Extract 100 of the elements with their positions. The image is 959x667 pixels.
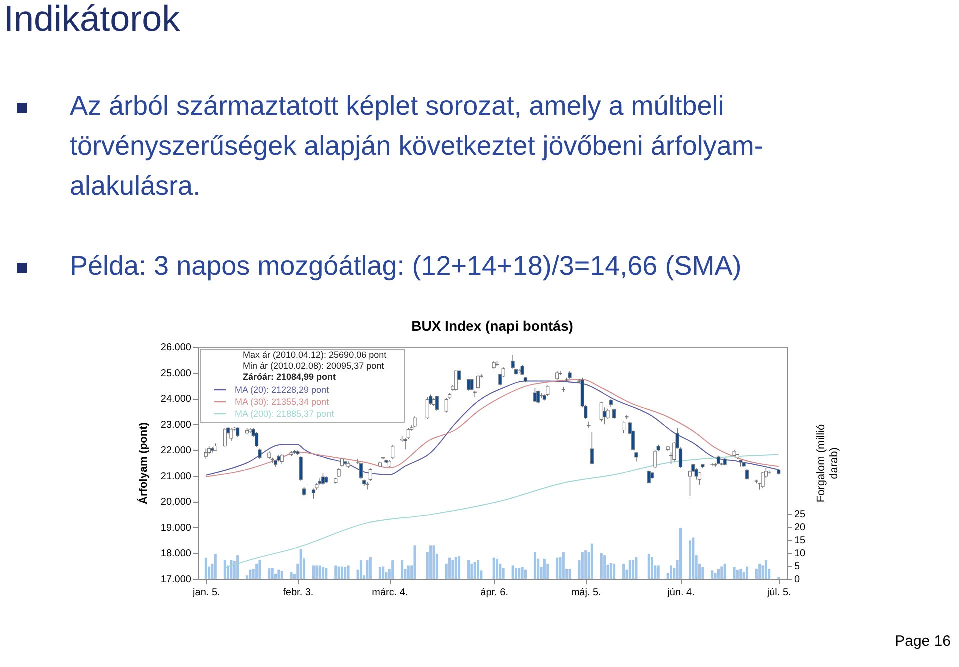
bar (651, 557, 654, 579)
bar (236, 556, 240, 579)
bar (214, 554, 217, 579)
bar (338, 566, 340, 579)
candlestick (634, 452, 638, 462)
candlestick (612, 408, 616, 420)
x-tick-label: márc. 4. (372, 588, 408, 598)
bar (581, 552, 584, 579)
y-axis-title: Árfolyam (pont) (136, 422, 150, 504)
bar (322, 567, 324, 579)
bar (764, 560, 768, 579)
x-tick-label: ápr. 6. (480, 588, 508, 598)
candlestick (520, 364, 524, 376)
candlestick (340, 457, 344, 468)
y2-axis-title: Forgalom (millió darab) (816, 424, 841, 503)
y-tick-label: 21.000 (160, 471, 192, 482)
bar (714, 573, 717, 579)
bar (733, 567, 736, 579)
bar (632, 560, 635, 579)
bar (604, 556, 606, 579)
candlestick (406, 428, 410, 440)
chart-title: Indikátorok (4, 0, 180, 40)
bar (318, 566, 322, 579)
bar (496, 558, 498, 579)
candlestick (254, 432, 259, 448)
candlestick (470, 378, 474, 391)
candlestick (473, 390, 477, 398)
y2-tick-label: 0 (794, 574, 800, 586)
y-tick-label: 17.000 (160, 574, 192, 586)
legend-label: MA (20): 21228,29 pont (235, 385, 330, 395)
bar (224, 560, 226, 579)
line-series (224, 454, 780, 569)
bar (622, 564, 626, 579)
y-tick-label: 24.000 (160, 394, 192, 406)
bar (562, 552, 565, 579)
x-tick-label: máj. 5. (571, 588, 602, 598)
bar (680, 528, 682, 579)
text: Példa: 3 napos mozgóátlag: (12+14+18)/3=14,66 (SMA) (70, 250, 743, 283)
y-tick-label: 18.000 (160, 548, 192, 560)
bar (711, 570, 714, 579)
bar (230, 560, 233, 579)
candlestick (587, 421, 591, 429)
bar (468, 560, 470, 579)
bar (635, 557, 638, 579)
bar (454, 557, 458, 579)
bar (610, 563, 612, 579)
y-tick-label: 26.000 (160, 342, 192, 354)
bar (717, 569, 720, 579)
candlestick (536, 390, 540, 404)
bar (502, 568, 505, 579)
text: Page 16 (895, 633, 951, 650)
bar (268, 568, 271, 579)
x-tick-label: jan. 5. (192, 588, 220, 598)
candlestick (426, 396, 430, 420)
candlestick (280, 454, 284, 465)
candlestick (366, 482, 370, 490)
candlestick (600, 402, 604, 422)
bar (401, 560, 404, 579)
candlestick (698, 472, 702, 486)
annotation: Min ár (2010.02.08): 20095,37 pont (243, 361, 385, 371)
bar (452, 560, 454, 579)
candlestick (337, 468, 341, 478)
bar (670, 566, 673, 579)
candlestick (413, 416, 417, 428)
text: Az árból származtatott képlet sorozat, amely a múltbeli törvényszerűségek alapján következtet jövőbeni árfolyam-alakulásra. (70, 90, 764, 203)
bar (657, 566, 660, 579)
bar (432, 546, 436, 579)
y2-tick-label: 10 (794, 548, 806, 560)
candlestick (435, 396, 439, 412)
bar (524, 570, 527, 579)
candlestick (368, 468, 372, 482)
bar (340, 566, 344, 579)
y2-tick-label: 25 (794, 509, 806, 520)
bar (584, 550, 588, 579)
bar (369, 557, 372, 579)
bar (688, 540, 692, 579)
x-tick-label: febr. 3. (283, 588, 314, 598)
y-tick-label: 25.000 (160, 368, 192, 380)
bar (334, 566, 338, 579)
candlestick (204, 448, 208, 460)
bar (512, 566, 514, 579)
bar (344, 567, 347, 579)
bar (758, 564, 762, 579)
bar (316, 566, 318, 579)
bar (556, 558, 559, 579)
bar (477, 560, 480, 579)
bar (290, 572, 293, 579)
y2-tick-label: 15 (794, 535, 806, 546)
bar (378, 567, 382, 579)
bar (204, 558, 208, 579)
annotation: Záróár: 21084,99 pont (243, 372, 336, 382)
candlestick (590, 432, 594, 465)
candlestick (546, 385, 550, 396)
bar (692, 538, 695, 579)
bar (458, 556, 461, 579)
bar (430, 546, 432, 579)
bar (278, 570, 280, 579)
bar (360, 560, 362, 579)
candlestick (444, 398, 448, 414)
bar (740, 569, 742, 579)
